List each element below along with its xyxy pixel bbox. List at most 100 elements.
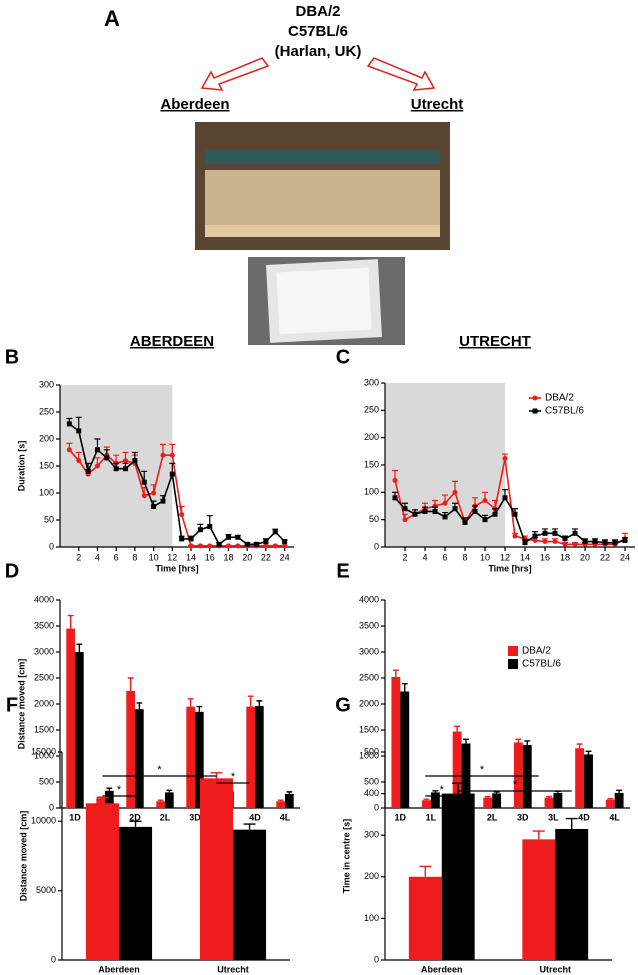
marker (462, 519, 468, 525)
bar (186, 706, 195, 808)
error-bar (493, 791, 500, 794)
marker (512, 511, 518, 517)
x-tick-label: 4 (422, 552, 427, 562)
panel-letter: D (5, 560, 19, 582)
x-tick-label: 4L (280, 812, 291, 822)
error-bar (76, 643, 83, 652)
bar (233, 829, 267, 960)
arrow (366, 57, 436, 91)
y-tick-label: 3000 (359, 646, 379, 656)
panel-letter: E (336, 560, 349, 582)
error-bar (484, 795, 491, 798)
marker (282, 539, 288, 545)
shaded-period (385, 383, 505, 547)
bar (522, 839, 556, 960)
marker (402, 506, 408, 512)
error-bar (565, 817, 578, 829)
marker (225, 543, 231, 549)
marker (179, 536, 185, 542)
error-bar (419, 865, 432, 877)
marker (542, 530, 548, 536)
x-tick-label: 6 (442, 552, 447, 562)
x-tick-label: 14 (186, 552, 196, 562)
error-bar (524, 740, 531, 746)
marker (188, 543, 194, 549)
y-tick-label: 0 (49, 802, 54, 812)
bar (276, 801, 285, 808)
x-tick-label: 4 (95, 552, 100, 562)
y-tick-label: 1500 (359, 724, 379, 734)
marker (104, 455, 110, 461)
photo (195, 122, 450, 250)
marker (123, 458, 129, 464)
marker (85, 468, 91, 474)
error-bar (136, 702, 143, 710)
error-bar (129, 820, 142, 827)
y-tick-label: 3500 (359, 620, 379, 630)
x-tick-label: 22 (600, 552, 610, 562)
marker (160, 452, 166, 458)
site-label: Aberdeen (160, 96, 229, 113)
marker (123, 466, 129, 472)
marker (254, 541, 260, 547)
bar (75, 652, 84, 808)
y-tick-label: 300 (364, 377, 379, 387)
y-tick-label: 300 (364, 830, 379, 840)
marker (422, 508, 428, 514)
y-tick-label: 200 (39, 433, 54, 443)
significance-label: * (231, 771, 236, 783)
bar (575, 748, 585, 808)
marker (392, 477, 398, 483)
chart-panel: G 0 100 200 300 400 500 Time in centre [s] Aberd… (335, 694, 612, 974)
error-bar (256, 700, 263, 707)
x-tick-label: 14 (520, 552, 530, 562)
marker (197, 527, 203, 533)
marker (113, 466, 119, 472)
bar (555, 828, 589, 960)
x-tick-label: 22 (261, 552, 271, 562)
site-label: Utrecht (411, 96, 464, 113)
marker (542, 539, 548, 545)
bar (605, 799, 615, 808)
x-tick-label: 3D (517, 812, 529, 822)
x-tick-label: 4D (578, 812, 590, 822)
marker (179, 512, 185, 518)
marker (532, 533, 538, 539)
y-tick-label: 50 (369, 514, 379, 524)
y-tick-label: 2000 (359, 698, 379, 708)
panel-letter: A (104, 6, 120, 31)
y-tick-label: 2000 (34, 698, 54, 708)
y-tick-label: 150 (364, 459, 379, 469)
x-tick-label: 4D (249, 812, 261, 822)
x-tick-label: 10 (480, 552, 490, 562)
legend-swatch (508, 659, 518, 669)
bar (165, 792, 174, 808)
marker (151, 504, 157, 509)
x-tick-label: 2L (160, 812, 171, 822)
y-tick-label: 0 (49, 541, 54, 551)
marker (207, 523, 213, 529)
bar (553, 792, 563, 808)
marker (282, 543, 288, 549)
error-bar (277, 799, 284, 802)
panel-letter: F (6, 694, 18, 716)
marker (132, 458, 138, 464)
bar (126, 691, 135, 808)
error-bar (67, 614, 74, 629)
y-tick-label: 2500 (359, 672, 379, 682)
marker (452, 506, 458, 512)
bar (135, 709, 144, 808)
marker (272, 529, 278, 535)
bar (199, 778, 233, 960)
marker (263, 543, 269, 549)
marker (562, 536, 568, 542)
panel-letter: C (336, 346, 350, 368)
marker (169, 452, 175, 458)
panel-letter: G (335, 694, 351, 716)
y-tick-label: 1000 (359, 750, 379, 760)
y-tick-label: 200 (364, 871, 379, 881)
marker (552, 530, 558, 536)
marker (141, 493, 147, 499)
